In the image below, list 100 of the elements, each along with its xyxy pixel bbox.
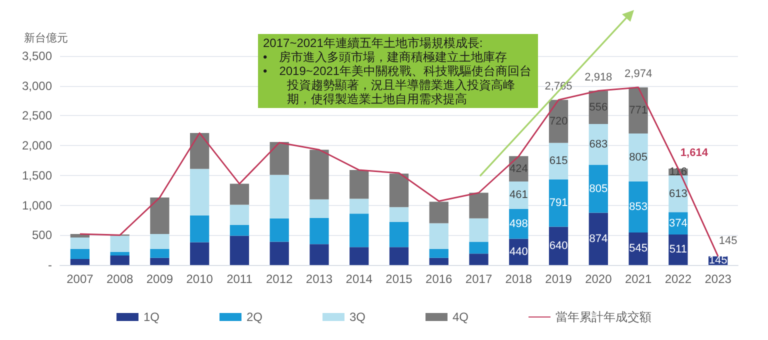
- legend-label: 當年累計年成交額: [556, 310, 652, 324]
- bar: [150, 248, 170, 258]
- y-tick-label: 500: [32, 228, 52, 242]
- bar: [429, 258, 448, 265]
- bar: [429, 248, 448, 258]
- data-label: 771: [629, 104, 648, 116]
- bar: [110, 236, 130, 252]
- data-label: 791: [549, 197, 568, 210]
- y-tick-label: 3,000: [22, 78, 52, 93]
- bar: [469, 218, 488, 242]
- y-tick-label: -: [48, 258, 52, 272]
- bar: [429, 223, 448, 249]
- bar: [628, 182, 648, 232]
- bar: [190, 168, 210, 216]
- bar: [110, 255, 130, 265]
- text: 2017~2021年連續五年土地市場規模成長:: [263, 36, 484, 50]
- data-label: 424: [509, 162, 528, 175]
- annotation: • 2019~2021年美中關稅戰、科技戰驅使台商回台投資趨勢顯著，況且半導體業進入投資高峰期，使得製造業土地自用需求提高: [263, 64, 533, 106]
- legend-label: 4Q: [452, 310, 469, 324]
- y-tick-label: 3,500: [22, 49, 52, 63]
- annotation: • 房市進入多頭市場，建商積極建立土地庫存: [263, 50, 508, 64]
- bar: [230, 224, 250, 236]
- data-label: 440: [509, 246, 528, 258]
- bar: [190, 242, 210, 265]
- bar: [310, 199, 329, 218]
- bar: [350, 247, 369, 265]
- x-tick-label: 2013: [306, 272, 333, 286]
- x-tick-label: 2020: [585, 272, 612, 286]
- bar: [310, 218, 329, 244]
- data-label: 556: [589, 101, 608, 114]
- bar: [389, 222, 409, 248]
- data-label: 640: [549, 240, 568, 252]
- y-tick-label: 2,000: [22, 138, 52, 153]
- x-tick-label: 2021: [624, 272, 652, 286]
- bar: [628, 133, 648, 182]
- bar: [350, 214, 369, 248]
- bar: [389, 207, 409, 222]
- data-label: 615: [549, 155, 568, 168]
- data-label: 545: [629, 242, 648, 255]
- data-label: 2,918: [584, 71, 612, 84]
- bar: [588, 164, 608, 213]
- x-tick-label: 2023: [704, 272, 732, 286]
- bar: [628, 232, 648, 265]
- bar: [310, 244, 329, 265]
- bar: [150, 198, 170, 234]
- y-tick-label: 1,000: [22, 198, 52, 212]
- bar: [469, 242, 488, 254]
- x-tick-label: 2011: [226, 272, 253, 286]
- bar: [469, 192, 488, 218]
- legend-label: 1Q: [143, 310, 160, 324]
- bar: [548, 180, 568, 227]
- data-label: 145: [718, 234, 738, 247]
- data-label: 874: [589, 232, 608, 245]
- bar: [389, 174, 409, 208]
- x-tick-label: 2015: [386, 272, 413, 286]
- x-tick-label: 2017: [465, 272, 492, 286]
- data-label: 498: [509, 218, 528, 230]
- y-tick-label: 1,500: [22, 168, 52, 182]
- bar: [350, 198, 369, 214]
- y-axis-title: 新台億元: [24, 32, 68, 44]
- bar: [190, 133, 210, 169]
- data-label: 2,974: [624, 68, 652, 80]
- data-label: 145: [708, 254, 728, 267]
- bar: [150, 234, 170, 249]
- x-tick-label: 2016: [426, 272, 453, 286]
- x-tick-label: 2010: [186, 272, 214, 286]
- data-label: 805: [629, 151, 648, 164]
- bar: [230, 236, 250, 265]
- data-label: 461: [509, 189, 528, 202]
- x-tick-label: 2014: [346, 272, 373, 286]
- data-label: 805: [589, 182, 608, 195]
- data-label: 511: [669, 244, 687, 256]
- bar: [270, 242, 289, 265]
- legend-label: 3Q: [350, 310, 366, 324]
- data-label: 683: [589, 138, 608, 150]
- bar: [190, 215, 210, 242]
- x-tick-label: 2008: [106, 272, 134, 286]
- bar: [389, 247, 409, 265]
- bar: [70, 248, 90, 260]
- bar: [429, 202, 448, 224]
- bar: [70, 238, 90, 249]
- x-tick-label: 2007: [66, 272, 94, 286]
- x-tick-label: 2009: [146, 272, 174, 286]
- x-tick-label: 2022: [664, 272, 692, 286]
- data-label: 374: [668, 217, 688, 230]
- y-tick-label: 2,500: [22, 108, 52, 123]
- data-label: 720: [549, 115, 568, 128]
- x-tick-label: 2018: [505, 272, 532, 286]
- data-label: 1,614: [680, 147, 709, 160]
- x-tick-label: 2019: [545, 272, 572, 286]
- bar: [270, 174, 289, 218]
- bar: [469, 254, 488, 265]
- x-tick-label: 2012: [266, 272, 294, 286]
- bar: [270, 142, 289, 175]
- bar: [350, 170, 369, 199]
- bar: [70, 259, 90, 265]
- data-label: 613: [668, 188, 688, 200]
- bar: [270, 218, 289, 242]
- bar: [588, 212, 608, 265]
- data-label: 853: [629, 200, 648, 213]
